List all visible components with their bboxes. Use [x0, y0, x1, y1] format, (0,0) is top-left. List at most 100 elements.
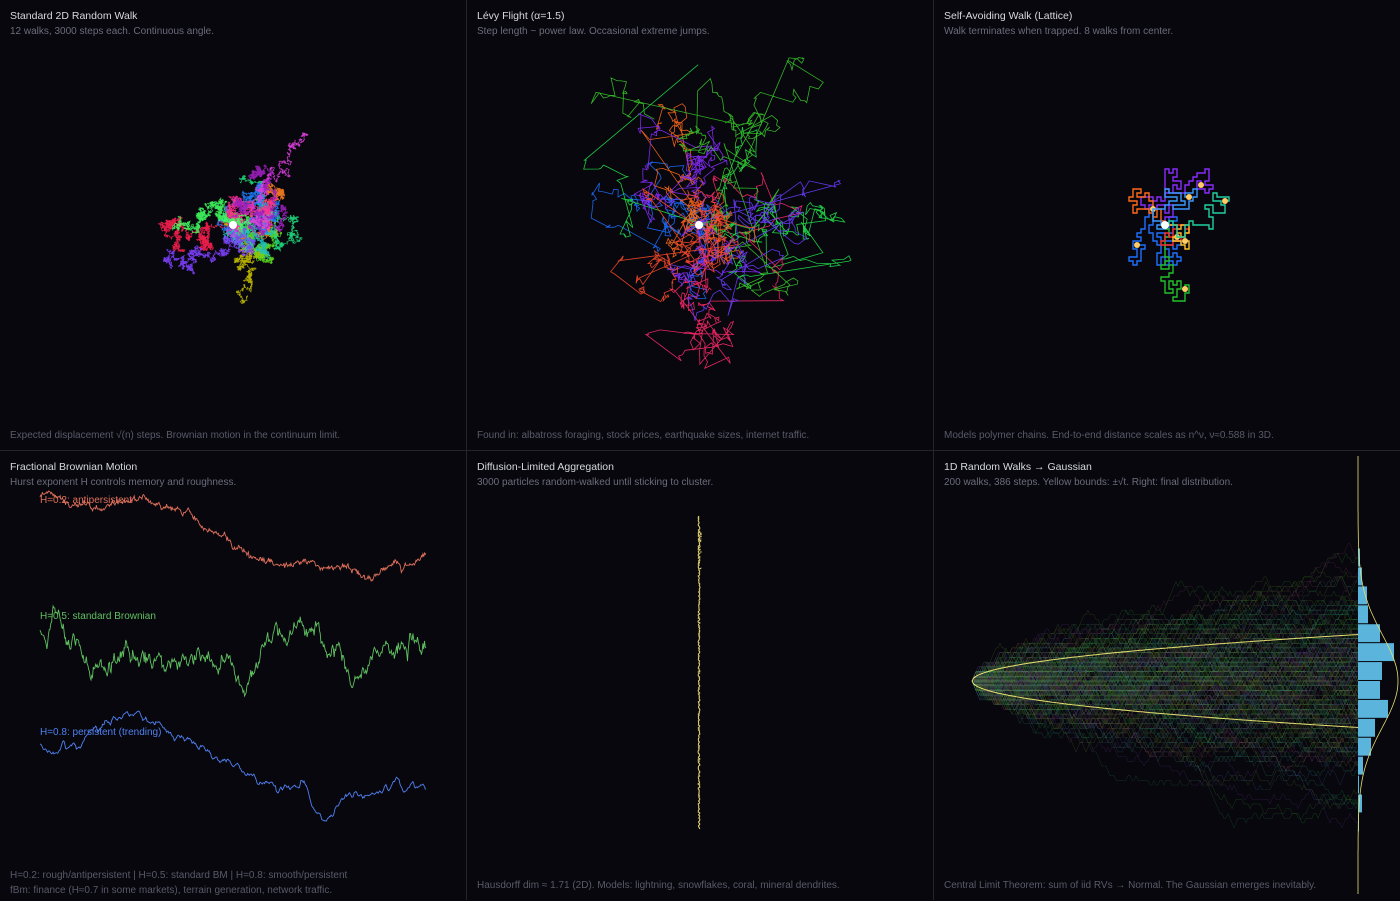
walk-1d-107: [971, 600, 1358, 682]
walk-1d-186: [972, 647, 1358, 705]
walk-1d-187: [972, 670, 1359, 729]
hist-bar: [1358, 775, 1359, 794]
walk-1d-23: [972, 600, 1358, 701]
walk-1d-15: [971, 633, 1359, 701]
walk-path-10: [226, 163, 288, 238]
walk-1d-167: [971, 680, 1358, 753]
walk-1d-153: [972, 633, 1358, 705]
walk-1d-101: [971, 666, 1358, 729]
walk-1d-9: [972, 618, 1358, 701]
origin-marker: [1161, 221, 1169, 229]
saw-endpoint-7: [1186, 194, 1192, 200]
panel-title: Lévy Flight (α=1.5): [477, 10, 565, 22]
walk-1d-92: [971, 562, 1359, 687]
walk-1d-61: [972, 609, 1358, 687]
panel-subtitle: Walk terminates when trapped. 8 walks fr…: [944, 26, 1174, 37]
dla-particle: [699, 542, 701, 544]
panel-self-avoiding-walk: Self-Avoiding Walk (Lattice) Walk termin…: [934, 0, 1400, 450]
walk-1d-147: [972, 623, 1359, 692]
walk-1d-94: [971, 661, 1358, 720]
walk-1d-21: [972, 647, 1358, 691]
walk-1d-26: [972, 661, 1359, 753]
walk-1d-102: [971, 628, 1358, 692]
dla-particle: [699, 548, 701, 550]
walk-1d-53: [972, 675, 1359, 781]
panel-footer: Found in: albatross foraging, stock pric…: [477, 430, 810, 441]
panel-footer-2: fBm: finance (H≈0.7 in some markets), te…: [10, 885, 333, 896]
walk-1d-79: [971, 638, 1359, 706]
walk-1d-75: [971, 675, 1358, 715]
walk-1d-25: [971, 680, 1359, 724]
fbm-series-2: [39, 710, 426, 822]
walk-1d-123: [971, 618, 1358, 692]
walk-1d-169: [971, 670, 1358, 729]
hist-bar: [1358, 756, 1363, 775]
walk-1d-150: [971, 656, 1359, 725]
walk-1d-2: [971, 676, 1358, 763]
panel-footer: Models polymer chains. End-to-end distan…: [944, 430, 1274, 441]
walk-1d-42: [972, 633, 1359, 682]
walk-1d-105: [972, 590, 1358, 687]
walk-1d-129: [971, 670, 1358, 758]
panel-subtitle: 12 walks, 3000 steps each. Continuous an…: [10, 26, 215, 37]
walk-1d-173: [972, 642, 1359, 706]
walk-1d-22: [972, 652, 1358, 739]
walk-1d-172: [971, 652, 1359, 705]
walk-1d-176: [972, 651, 1358, 701]
panel-subtitle: Step length ~ power law. Occasional extr…: [477, 26, 710, 37]
panel-subtitle: 200 walks, 386 steps. Yellow bounds: ±√t…: [944, 477, 1233, 488]
walk-1d-136: [972, 609, 1359, 696]
panel-random-walk-2d: Standard 2D Random Walk 12 walks, 3000 s…: [0, 0, 466, 450]
walk-1d-55: [971, 609, 1359, 710]
walk-1d-166: [971, 670, 1359, 757]
walk-1d-76: [971, 675, 1358, 748]
walk-1d-137: [972, 600, 1358, 692]
panel-title: Diffusion-Limited Aggregation: [477, 461, 614, 473]
walk-1d-110: [972, 647, 1359, 696]
dla-particle: [700, 532, 702, 534]
walk-1d-85: [971, 618, 1358, 686]
walk-1d-126: [971, 647, 1358, 715]
walk-1d-175: [972, 651, 1358, 720]
dla-particle: [698, 531, 700, 533]
walk-1d-88: [971, 628, 1359, 715]
walk-1d-98: [972, 599, 1358, 701]
walk-path-0: [157, 215, 238, 253]
walk-1d-89: [972, 676, 1359, 725]
walk-1d-6: [971, 637, 1358, 696]
walk-1d-31: [972, 614, 1359, 687]
walk-1d-190: [971, 666, 1358, 734]
walk-1d-191: [972, 599, 1358, 682]
walk-1d-111: [971, 656, 1359, 743]
dla-particle: [700, 535, 702, 537]
dla-particle: [699, 560, 701, 562]
dla-particle: [699, 540, 701, 542]
panel-title: Fractional Brownian Motion: [10, 461, 138, 473]
walk-1d-135: [972, 651, 1359, 715]
panel-title: Standard 2D Random Walk: [10, 10, 138, 22]
walk-1d-60: [971, 675, 1358, 767]
fbm-plot: [39, 490, 427, 822]
walk-1d-121: [972, 680, 1359, 824]
walk-1d-63: [971, 670, 1358, 744]
dla-particle: [700, 551, 702, 553]
hist-bar: [1358, 567, 1362, 586]
walk-1d-117: [972, 595, 1358, 701]
walk-1d-152: [972, 652, 1359, 701]
walk-1d-100: [971, 666, 1358, 720]
hist-bar: [1358, 681, 1380, 699]
walk-1d-114: [971, 661, 1358, 748]
walk-1d-160: [972, 633, 1359, 687]
walk-1d-4: [972, 628, 1359, 696]
dla-particle: [698, 550, 700, 552]
walk-1d-143: [971, 675, 1359, 810]
walk-1d-11: [971, 671, 1359, 734]
walk-1d-104: [971, 675, 1358, 829]
walk-1d-168: [971, 609, 1358, 686]
walk-1d-184: [972, 671, 1359, 734]
walk-1d-131: [972, 676, 1358, 739]
walk-1d-69: [971, 633, 1359, 682]
dla-particle: [699, 532, 701, 534]
walk-1d-74: [972, 628, 1358, 687]
